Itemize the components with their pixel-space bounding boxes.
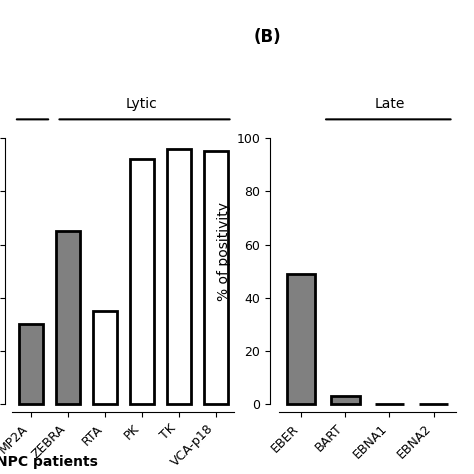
Bar (55, 231, 80, 404)
Bar (331, 396, 360, 404)
Text: Lytic: Lytic (126, 97, 158, 111)
Bar (130, 159, 154, 404)
Text: Late: Late (374, 97, 405, 111)
Y-axis label: % of positivity: % of positivity (217, 202, 231, 301)
Bar (287, 274, 316, 404)
Bar (93, 311, 117, 404)
Bar (167, 149, 191, 404)
Text: NPC patients: NPC patients (0, 455, 98, 469)
Text: (B): (B) (254, 28, 281, 46)
Bar (204, 151, 228, 404)
Bar (18, 325, 43, 404)
